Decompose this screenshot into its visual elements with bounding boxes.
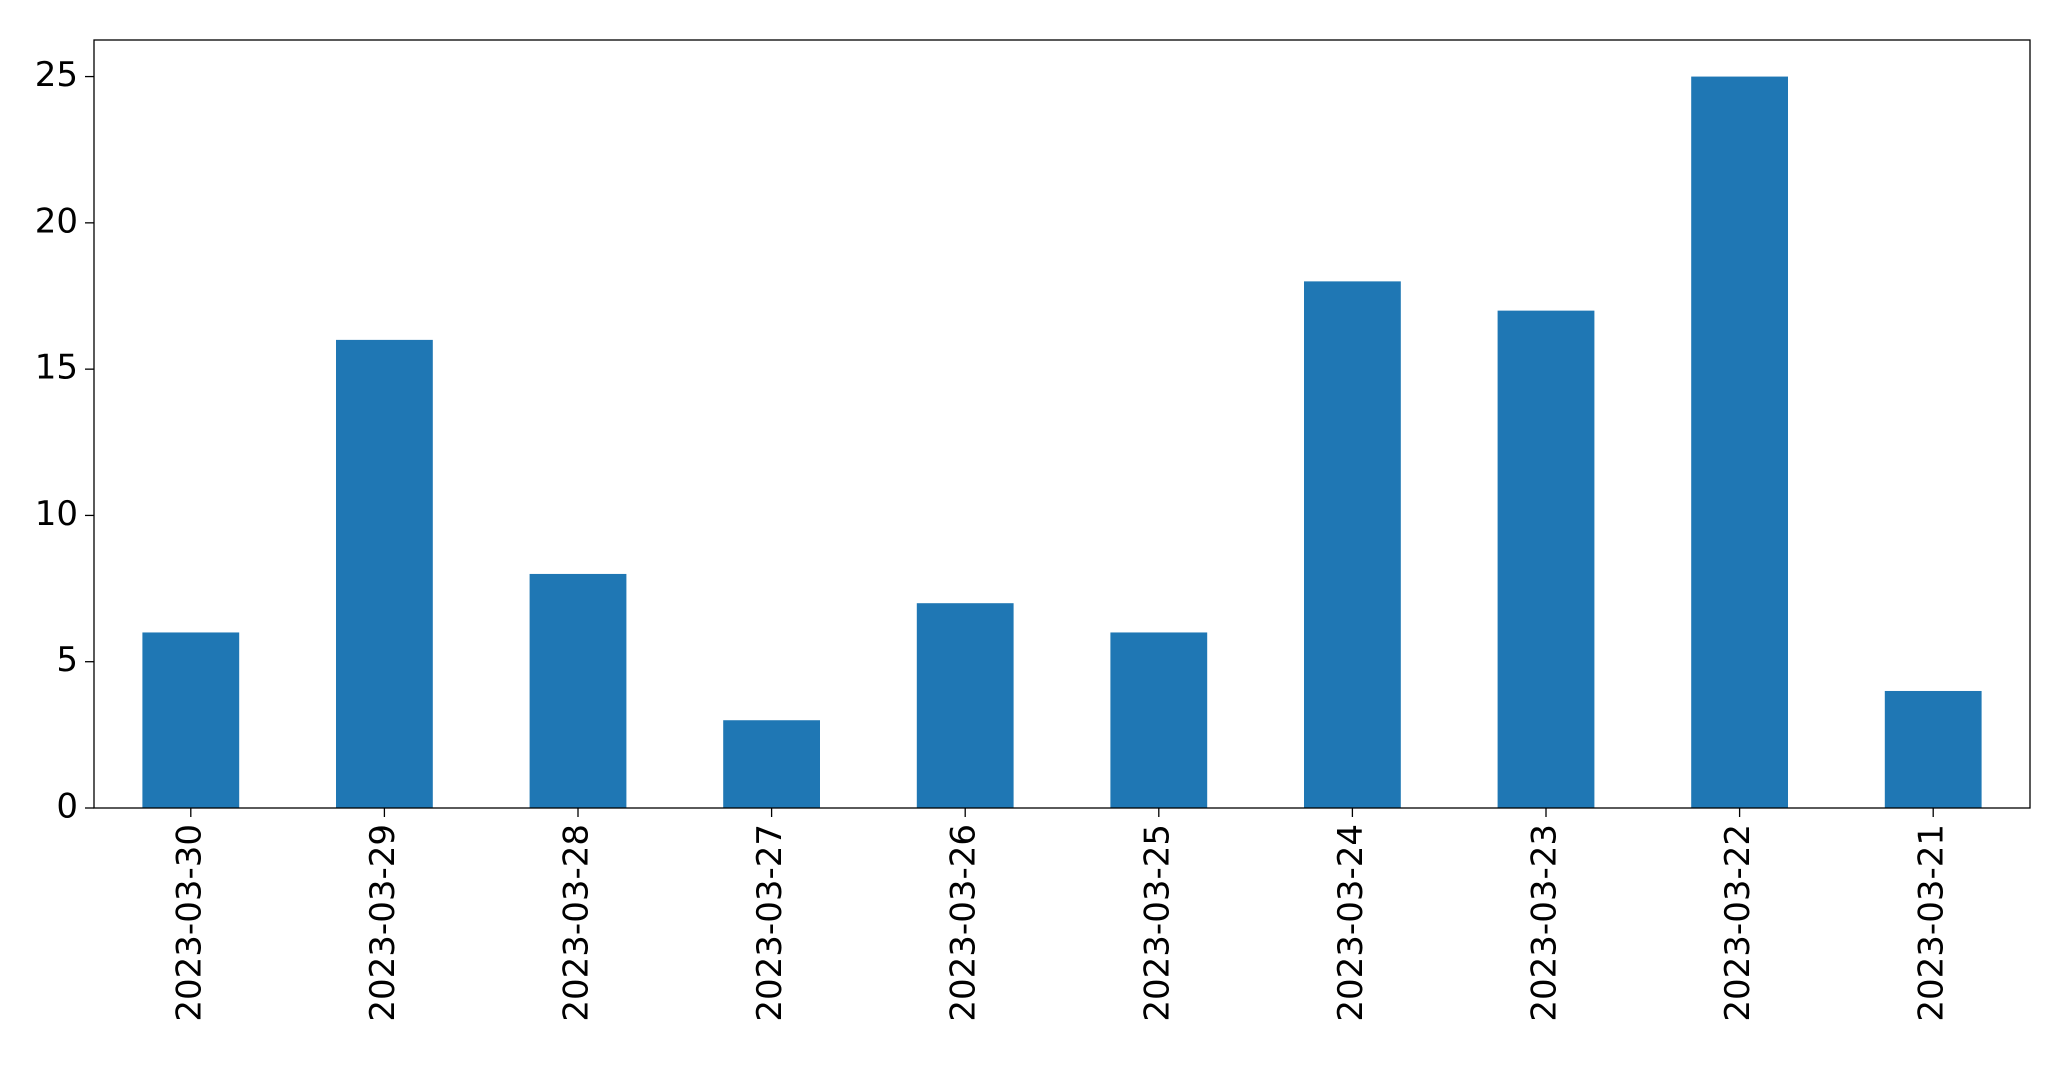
x-tick-label: 2023-03-26: [944, 824, 984, 1022]
x-tick-label: 2023-03-30: [169, 824, 209, 1022]
bar: [1497, 310, 1595, 808]
x-tick-label: 2023-03-24: [1331, 824, 1371, 1022]
y-tick-label: 15: [35, 348, 78, 388]
x-tick-label: 2023-03-29: [363, 824, 403, 1022]
x-tick-label: 2023-03-23: [1525, 824, 1565, 1022]
bar: [142, 632, 240, 808]
y-tick-label: 25: [35, 55, 78, 95]
x-tick-label: 2023-03-25: [1137, 824, 1177, 1022]
x-tick-label: 2023-03-21: [1912, 824, 1952, 1022]
bar: [336, 339, 433, 808]
bar: [1884, 690, 1982, 808]
y-tick-label: 10: [35, 494, 78, 534]
bar: [1691, 76, 1788, 809]
bar: [529, 573, 627, 808]
x-tick-label: 2023-03-22: [1718, 824, 1758, 1022]
x-tick-label: 2023-03-28: [557, 824, 597, 1022]
axes-frame: [93, 39, 2031, 809]
y-tick-label: 0: [56, 787, 78, 827]
bar: [916, 603, 1014, 808]
x-tick-label: 2023-03-27: [750, 824, 790, 1022]
bar: [1304, 281, 1401, 808]
y-tick-label: 20: [35, 201, 78, 241]
bar: [1110, 632, 1208, 808]
bar: [723, 720, 820, 808]
y-tick-label: 5: [56, 640, 78, 680]
